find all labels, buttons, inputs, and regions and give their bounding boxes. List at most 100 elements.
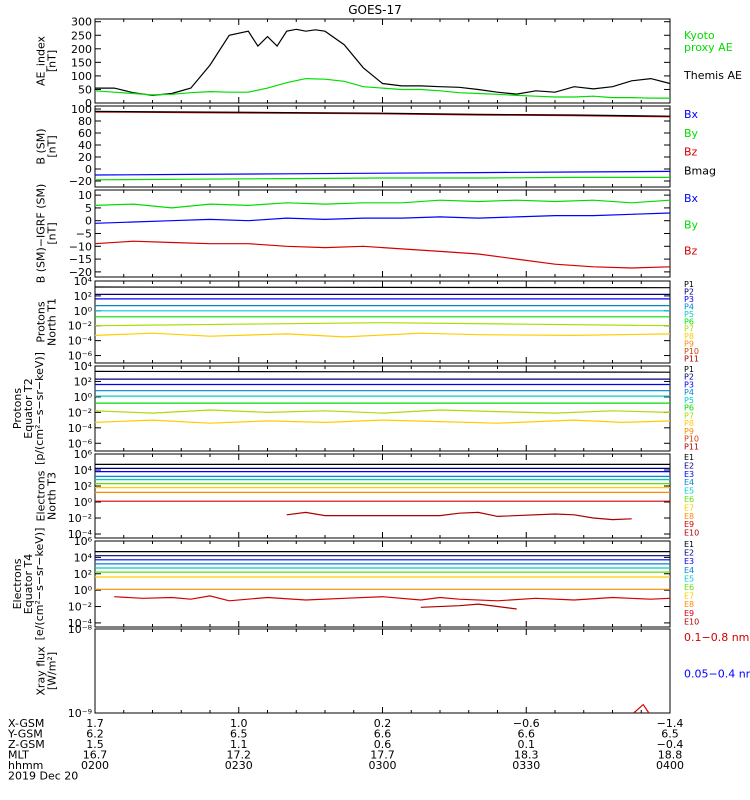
xray-panel-frame (94, 628, 671, 714)
orbit-row-value: 0300 (369, 759, 397, 772)
eequator-legend-label: E7 (684, 592, 694, 601)
eequator-legend-label: E10 (684, 617, 699, 626)
orbit-row-value: 6.6 (374, 728, 392, 741)
bigrf-legend-label: By (684, 218, 699, 231)
eequator-legend-label: E2 (684, 549, 694, 558)
pnorth-y-tick-label: 10⁻² (68, 320, 92, 333)
bigrf-y-tick-label: −15 (69, 253, 92, 266)
pnorth-legend-label: P10 (684, 347, 699, 356)
enorth-y-axis-label: North T3 (46, 472, 59, 520)
orbit-row-value: 1.0 (230, 717, 248, 730)
xray-y-axis-label: Xray flux (35, 646, 48, 696)
pequator-series-P7 (94, 409, 671, 414)
eequator-legend-label: E6 (684, 583, 694, 592)
orbit-row-value: −0.4 (657, 738, 684, 751)
eequator-y-tick-label: 10² (74, 568, 92, 581)
enorth-y-tick-label: 10² (74, 480, 92, 493)
bigrf-series-Bz (94, 240, 671, 269)
pnorth-legend-label: P1 (684, 280, 694, 289)
enorth-legend-label: E5 (684, 487, 694, 496)
enorth-legend-label: E1 (684, 453, 694, 462)
pnorth-legend-label: P6 (684, 317, 694, 326)
bsm-legend-label: Bx (684, 108, 699, 121)
eequator-legend-label: E1 (684, 540, 694, 549)
eequator-panel-frame (94, 540, 671, 628)
ae-y-axis-label: AE_index (35, 35, 48, 86)
orbit-row-value: −1.4 (657, 717, 684, 730)
enorth-panel-frame (94, 453, 671, 539)
pnorth-y-axis-label: Protons (35, 301, 48, 342)
pnorth-y-tick-label: 10⁴ (74, 275, 93, 288)
bsm-series-Bx (94, 170, 671, 176)
eequator-y-axis-label: Equator T4 (22, 554, 35, 614)
eequator-y-axis-label: Electrons (11, 558, 24, 609)
ae-y-axis-label: [nT] (46, 50, 59, 72)
bsm-legend-label: Bmag (684, 165, 716, 178)
xray-y-axis-label: [W/m²] (46, 652, 59, 690)
pequator-legend-label: P8 (684, 419, 694, 428)
bigrf-y-tick-label: 10 (78, 189, 92, 202)
enorth-series-E10 (286, 511, 632, 521)
bsm-series-By (94, 176, 670, 181)
orbit-row-value: 6.5 (230, 728, 248, 741)
pnorth-y-axis-label: North T1 (46, 298, 59, 346)
bigrf-y-tick-label: −20 (69, 266, 92, 279)
orbit-row-value: −0.6 (513, 717, 540, 730)
eequator-legend-label: E4 (684, 566, 694, 575)
bsm-y-axis-label: [nT] (46, 135, 59, 157)
bigrf-y-tick-label: 5 (85, 202, 92, 215)
pnorth-series-P8 (94, 332, 671, 338)
figure-title: GOES-17 (348, 3, 402, 17)
orbit-row-value: 6.2 (86, 728, 104, 741)
enorth-y-tick-label: 10⁻⁴ (68, 528, 93, 541)
orbit-row-value: 0.1 (518, 738, 536, 751)
enorth-legend-label: E4 (684, 478, 694, 487)
eequator-series-E9 (114, 595, 671, 602)
pequator-legend-label: P7 (684, 411, 694, 420)
pnorth-series-P1 (94, 286, 671, 289)
enorth-legend-label: E10 (684, 529, 699, 538)
orbit-row-value: 1.5 (86, 738, 104, 751)
pequator-y-tick-label: 10² (74, 375, 92, 388)
orbit-row-value: 0200 (81, 759, 109, 772)
pnorth-legend-label: P3 (684, 295, 694, 304)
pequator-legend-label: P1 (684, 365, 694, 374)
orbit-row-value: 18.3 (514, 749, 539, 762)
orbit-row-value: 0.2 (374, 717, 392, 730)
eequator-legend-label: E3 (684, 557, 694, 566)
pequator-series-P1 (94, 370, 671, 373)
pequator-legend-label: P4 (684, 388, 694, 397)
eequator-y-tick-label: 10⁻⁴ (68, 617, 93, 630)
xray-legend-label: 0.05−0.4 nm (684, 668, 750, 681)
pequator-y-tick-label: 10⁻⁶ (68, 437, 93, 450)
pequator-legend-label: P6 (684, 404, 694, 413)
eequator-y-tick-label: 10⁶ (74, 535, 93, 548)
pnorth-series-P7 (94, 322, 671, 327)
pnorth-y-tick-label: 10² (74, 290, 92, 303)
bsm-y-tick-label: 60 (78, 127, 92, 140)
pequator-y-axis-label: [p/(cm²−s−sr−keV)] (33, 352, 46, 465)
ae-y-tick-label: 250 (71, 29, 92, 42)
orbit-row-value: 17.2 (227, 749, 252, 762)
eequator-series-E10 (420, 603, 517, 610)
orbit-row-label: MLT (8, 749, 29, 762)
pnorth-legend-label: P5 (684, 310, 694, 319)
pequator-legend-label: P10 (684, 435, 699, 444)
orbit-row-value: 1.1 (230, 738, 248, 751)
pnorth-legend-label: P8 (684, 332, 694, 341)
pequator-y-axis-label: Protons (11, 388, 24, 429)
eequator-legend-label: E5 (684, 574, 694, 583)
bsm-series-Bmag (94, 110, 671, 117)
enorth-y-tick-label: 10⁻² (68, 512, 92, 525)
pnorth-legend-label: P2 (684, 287, 694, 296)
pnorth-legend-label: P9 (684, 340, 694, 349)
eequator-y-tick-label: 10⁴ (74, 551, 93, 564)
orbit-row-value: 6.5 (661, 728, 679, 741)
orbit-row-label: hhmm (8, 759, 43, 772)
ae-legend-label: Themis AE (683, 69, 742, 82)
bigrf-y-tick-label: −5 (76, 228, 92, 241)
xray-legend-label: 0.1−0.8 nm (684, 631, 749, 644)
bsm-legend-label: Bz (684, 146, 698, 159)
pnorth-legend-label: P4 (684, 302, 694, 311)
bigrf-series-Bx (94, 212, 671, 224)
